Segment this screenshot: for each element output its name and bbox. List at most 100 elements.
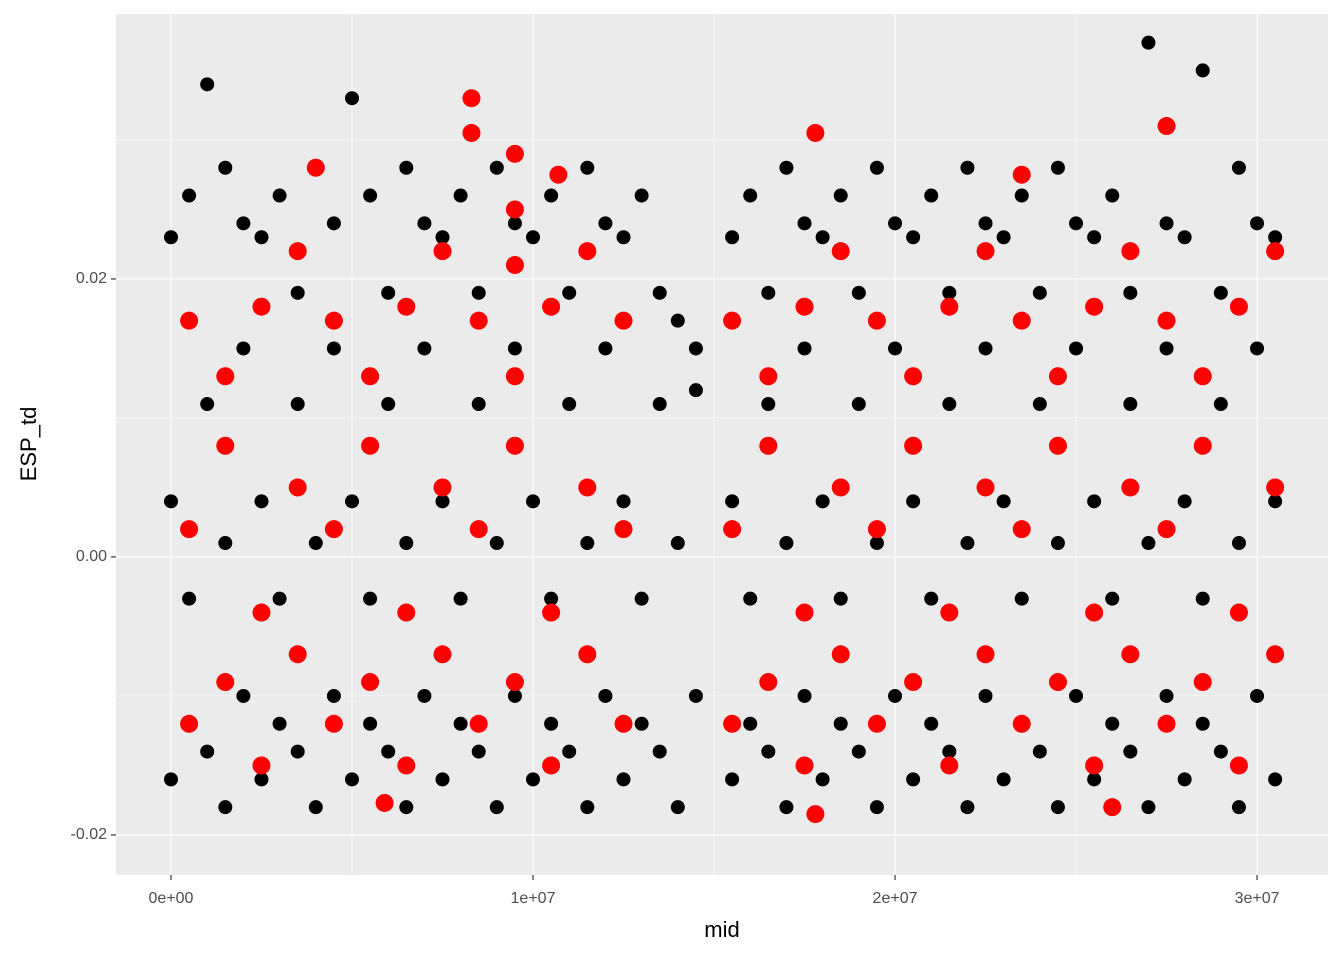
point: [1250, 341, 1265, 356]
point: [1268, 772, 1283, 787]
point: [906, 494, 921, 509]
point: [435, 230, 450, 245]
point: [1231, 536, 1246, 551]
point: [1105, 591, 1120, 606]
point: [833, 188, 848, 203]
point: [1159, 341, 1174, 356]
point: [996, 772, 1011, 787]
point: [869, 800, 884, 815]
point: [580, 800, 595, 815]
point: [1177, 494, 1192, 509]
point: [761, 397, 776, 412]
point: [397, 603, 416, 622]
point: [1048, 673, 1067, 692]
point: [795, 756, 814, 775]
point: [869, 536, 884, 551]
point: [363, 591, 378, 606]
point: [652, 397, 667, 412]
point: [290, 397, 305, 412]
point: [1266, 645, 1285, 664]
point: [598, 688, 613, 703]
point: [851, 744, 866, 759]
point: [652, 285, 667, 300]
point: [797, 216, 812, 231]
point: [670, 313, 685, 328]
point: [306, 158, 325, 177]
point: [1193, 673, 1212, 692]
point: [960, 800, 975, 815]
point: [344, 494, 359, 509]
point: [272, 716, 287, 731]
point: [614, 311, 633, 330]
point: [471, 285, 486, 300]
point: [723, 520, 742, 539]
point: [163, 772, 178, 787]
point: [462, 89, 481, 108]
point: [526, 772, 541, 787]
point: [670, 800, 685, 815]
point: [272, 188, 287, 203]
point: [180, 520, 199, 539]
point: [1123, 397, 1138, 412]
point: [833, 591, 848, 606]
point: [272, 591, 287, 606]
point: [471, 397, 486, 412]
point: [542, 756, 561, 775]
point: [526, 230, 541, 245]
point: [578, 478, 597, 497]
point: [779, 800, 794, 815]
point: [288, 478, 307, 497]
point: [344, 772, 359, 787]
point: [417, 341, 432, 356]
point: [1229, 603, 1248, 622]
point: [904, 367, 923, 386]
point: [505, 200, 524, 219]
point: [453, 716, 468, 731]
point: [1159, 216, 1174, 231]
point: [940, 756, 959, 775]
point: [505, 256, 524, 275]
point: [1123, 285, 1138, 300]
point: [1048, 436, 1067, 455]
point: [924, 591, 939, 606]
point: [1141, 35, 1156, 50]
point: [996, 230, 1011, 245]
point: [1032, 744, 1047, 759]
point: [1069, 341, 1084, 356]
point: [562, 285, 577, 300]
point: [598, 216, 613, 231]
point: [526, 494, 541, 509]
point: [544, 591, 559, 606]
point: [1069, 216, 1084, 231]
point: [888, 216, 903, 231]
point: [1266, 478, 1285, 497]
point: [399, 536, 414, 551]
point: [978, 341, 993, 356]
point: [216, 367, 235, 386]
point: [254, 772, 269, 787]
point: [831, 242, 850, 261]
point: [1157, 520, 1176, 539]
point: [562, 397, 577, 412]
point: [1250, 216, 1265, 231]
point: [562, 744, 577, 759]
point: [324, 520, 343, 539]
point: [505, 436, 524, 455]
point: [397, 297, 416, 316]
point: [797, 688, 812, 703]
point: [1193, 367, 1212, 386]
point: [759, 367, 778, 386]
point: [1157, 117, 1176, 136]
point: [1195, 591, 1210, 606]
point: [544, 716, 559, 731]
point: [1087, 494, 1102, 509]
point: [433, 645, 452, 664]
point: [1069, 688, 1084, 703]
point: [797, 341, 812, 356]
point: [507, 216, 522, 231]
point: [960, 160, 975, 175]
point: [1213, 285, 1228, 300]
point: [507, 688, 522, 703]
y-tick-label: 0.00: [76, 548, 107, 565]
